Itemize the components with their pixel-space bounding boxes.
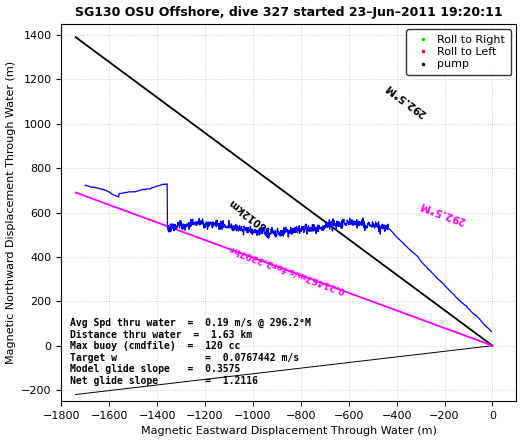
Text: 292.5°M: 292.5°M xyxy=(419,199,467,226)
Y-axis label: Magnetic Northward Displacement Through Water (m): Magnetic Northward Displacement Through … xyxy=(6,61,16,364)
Text: 1.8012km: 1.8012km xyxy=(226,196,275,236)
Legend: Roll to Right, Roll to Left, pump: Roll to Right, Roll to Left, pump xyxy=(406,30,511,75)
X-axis label: Magnetic Eastward Displacement Through Water (m): Magnetic Eastward Displacement Through W… xyxy=(141,427,437,436)
Text: 292.5°M: 292.5°M xyxy=(383,81,428,118)
Text: 0.21467m/s for2.3307hr: 0.21467m/s for2.3307hr xyxy=(229,244,346,295)
Text: Avg Spd thru water  =  0.19 m/s @ 296.2°M
Distance thru water  =  1.63 km
Max bu: Avg Spd thru water = 0.19 m/s @ 296.2°M … xyxy=(70,318,311,386)
Title: SG130 OSU Offshore, dive 327 started 23–Jun–2011 19:20:11: SG130 OSU Offshore, dive 327 started 23–… xyxy=(75,6,503,19)
